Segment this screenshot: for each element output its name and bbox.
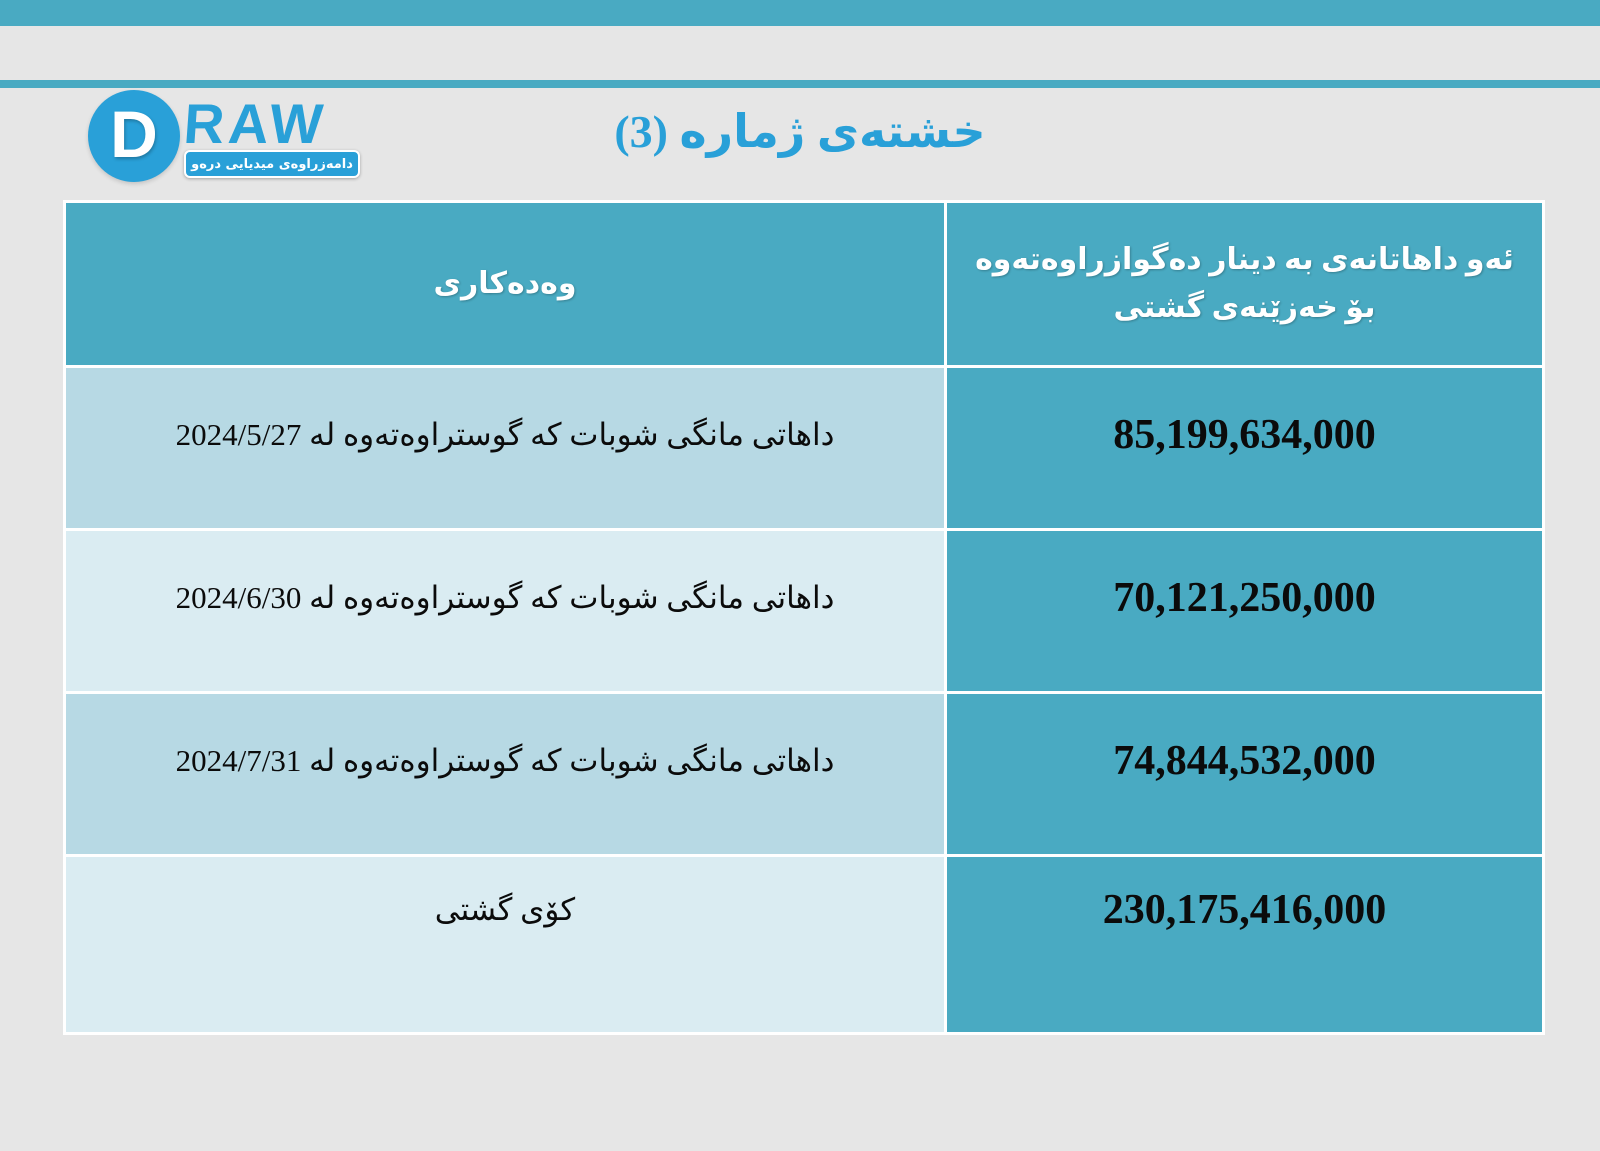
total-row-amount: 230,175,416,000 (947, 857, 1542, 1032)
logo-circle-icon: D (88, 90, 180, 182)
logo-monogram: D (110, 97, 158, 171)
draw-media-logo: D RAW دامەزراوەی میدیایی درەو (88, 88, 360, 188)
page-title: خشتەی ژمارە (3) (614, 106, 986, 157)
header-cell-amount: ئەو داهاتانەی بە دینار دەگوازراوەتەوە بۆ… (947, 203, 1542, 365)
table-row-description: داهاتی مانگی شوبات کە گوستراوەتەوە لە 20… (66, 694, 944, 854)
table-row-description: داهاتی مانگی شوبات کە گوستراوەتەوە لە 20… (66, 531, 944, 691)
table-row-amount: 85,199,634,000 (947, 368, 1542, 528)
table-row-amount: 74,844,532,000 (947, 694, 1542, 854)
top-accent-bar (0, 0, 1600, 26)
logo-tagline: دامەزراوەی میدیایی درەو (184, 150, 360, 178)
header-amount-line2: بۆ خەزێنەی گشتی (1113, 291, 1376, 324)
header-amount-line1: ئەو داهاتانەی بە دینار دەگوازراوەتەوە (975, 243, 1514, 276)
total-row-label: کۆی گشتی (66, 857, 944, 1032)
revenue-table: وەدەکاری ئەو داهاتانەی بە دینار دەگوازرا… (63, 200, 1545, 1035)
header-description-label: وەدەکاری (433, 267, 577, 300)
table-row-description: داهاتی مانگی شوبات کە گوستراوەتەوە لە 20… (66, 368, 944, 528)
table-row-amount: 70,121,250,000 (947, 531, 1542, 691)
top-accent-rule (0, 80, 1600, 88)
header-cell-description: وەدەکاری (66, 203, 944, 365)
